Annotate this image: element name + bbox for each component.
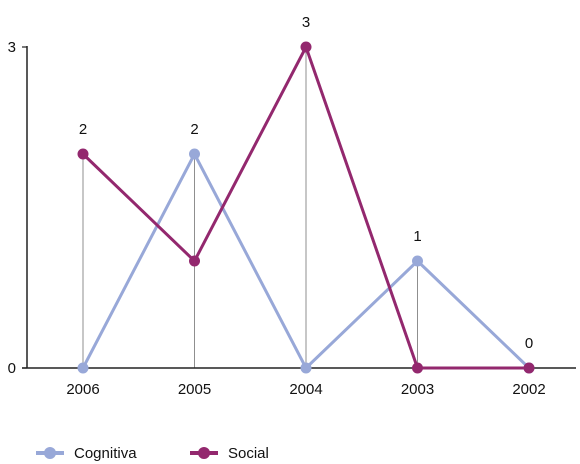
point-social-2003	[412, 362, 423, 374]
x-tick-label-2005: 2005	[178, 381, 211, 398]
legend-label-social: Social	[228, 445, 269, 462]
x-tick-label-2004: 2004	[289, 381, 322, 398]
data-label-2003: 1	[413, 228, 421, 245]
point-social-2005	[189, 255, 200, 267]
x-tick-label-2003: 2003	[401, 381, 434, 398]
data-label-2005: 2	[190, 121, 198, 138]
series-points	[77, 41, 535, 374]
legend-swatch-dot-social	[198, 447, 210, 459]
data-label-2004: 3	[302, 14, 310, 31]
axes	[22, 46, 576, 369]
data-label-2002: 0	[525, 335, 533, 352]
legend: Cognitiva Social	[36, 445, 269, 462]
data-labels: 2 2 3 1 0	[79, 14, 533, 352]
point-social-2002	[523, 362, 535, 374]
point-cognitiva-2003	[412, 255, 423, 267]
legend-label-cognitiva: Cognitiva	[74, 445, 137, 462]
point-social-2006	[77, 148, 89, 160]
point-social-2004	[300, 41, 312, 53]
y-ticks: 03	[8, 39, 27, 377]
x-tick-label-2006: 2006	[66, 381, 99, 398]
legend-swatch-dot-cognitiva	[44, 447, 56, 459]
x-tick-label-2002: 2002	[512, 381, 545, 398]
x-ticks: 2006 2005 2004 2003 2002	[66, 381, 545, 398]
drop-lines	[82, 47, 418, 368]
data-label-2006: 2	[79, 121, 87, 138]
point-cognitiva-2006	[77, 362, 89, 374]
point-cognitiva-2004	[300, 362, 312, 374]
y-tick-label-0: 0	[8, 360, 16, 377]
y-tick-label-3: 3	[8, 39, 16, 56]
point-cognitiva-2005	[189, 148, 200, 160]
